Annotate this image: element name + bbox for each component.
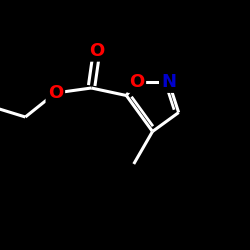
Text: N: N <box>161 73 176 91</box>
Text: O: O <box>89 42 104 60</box>
Text: O: O <box>129 73 144 91</box>
Text: O: O <box>48 84 63 102</box>
